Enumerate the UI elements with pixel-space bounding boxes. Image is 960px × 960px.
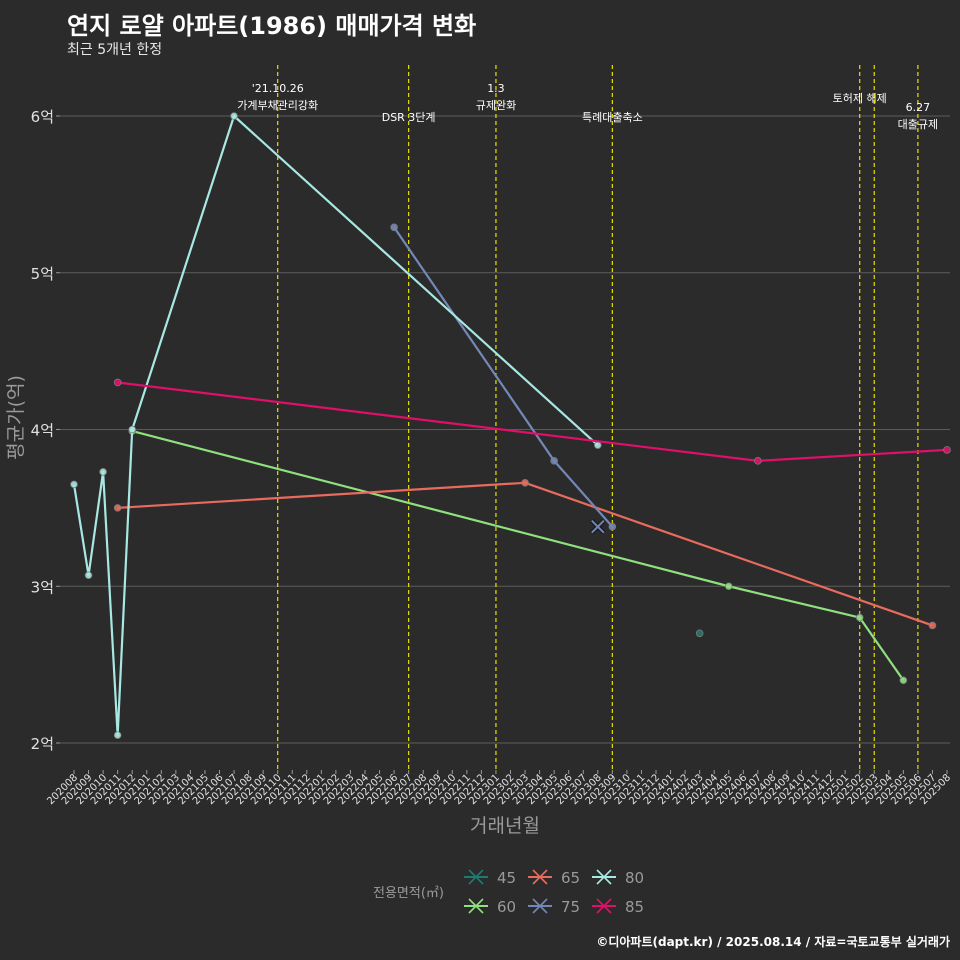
series-line-60 [131,430,905,681]
data-point-85 [754,457,762,465]
data-point-65 [113,504,122,512]
event-label: 1.3 [487,82,505,95]
event-label: 특례대출축소 [582,111,643,124]
data-point-80 [593,441,602,449]
legend-item-65: 65 [528,869,580,887]
data-point-80 [128,425,137,434]
event-label: 규제완화 [476,99,516,112]
legend-key-cross [468,898,484,914]
legend-item-75: 75 [528,898,580,916]
event-label: 토허제 해제 [833,91,887,105]
legend-key-cross [596,898,612,914]
chart-title: 연지 로얄 아파트(1986) 매매가격 변화 [67,12,477,40]
chart-subtitle: 최근 5개년 한정 [67,42,163,58]
y-tick-label: 2억 [31,735,54,753]
y-tick-label: 4억 [31,422,54,440]
legend-label: 60 [497,898,516,916]
data-point-75 [608,522,617,531]
y-tick-label: 6억 [31,108,54,126]
data-point-60 [899,676,908,685]
data-point-80 [113,731,122,739]
event-label: '21.10.26 [252,82,304,95]
legend-label: 85 [625,898,644,916]
legend-item-85: 85 [592,898,644,916]
legend-item-60: 60 [464,898,516,916]
x-marker-stroke [591,519,605,534]
data-point-60 [855,613,864,622]
legend-key-cross [532,869,548,885]
y-tick-label: 3억 [31,578,54,596]
x-axis-title: 거래년월 [470,815,540,837]
data-point-80 [84,571,93,580]
data-point-65 [928,621,937,630]
data-point-60 [724,582,733,591]
data-point-75 [390,223,398,232]
chart-caption: ©디아파트(dapt.kr) / 2025.08.14 / 자료=국토교통부 실… [596,935,950,949]
event-label: 대출규제 [898,118,938,131]
series-line-75 [393,226,614,528]
legend-label: 80 [625,869,644,887]
data-point-85 [113,378,122,387]
legend-title: 전용면적(㎡) [373,886,444,901]
legend-key-cross [468,869,484,885]
data-point-80 [99,468,107,476]
series-line-80 [72,114,599,737]
data-point-75 [550,457,558,465]
data-point-85 [943,446,951,454]
legend-key-cross [596,869,612,885]
series-line-65 [117,481,933,627]
legend-label: 75 [561,898,580,916]
event-label: 가계부채관리강화 [237,99,318,112]
legend-item-45: 45 [464,869,516,887]
event-label: 6.27 [906,101,931,114]
legend-label: 65 [561,869,580,887]
data-point-65 [521,478,529,487]
legend-key-cross [532,898,548,914]
data-point-45 [695,629,704,638]
x-marker [590,519,606,535]
legend-item-80: 80 [592,869,644,887]
data-point-80 [70,480,78,489]
legend-label: 45 [497,869,516,887]
y-tick-label: 5억 [31,265,54,283]
y-axis-title: 평균가(억) [5,375,27,460]
data-point-80 [230,112,238,120]
series-line-85 [117,381,948,462]
event-label: DSR 3단계 [382,111,436,124]
